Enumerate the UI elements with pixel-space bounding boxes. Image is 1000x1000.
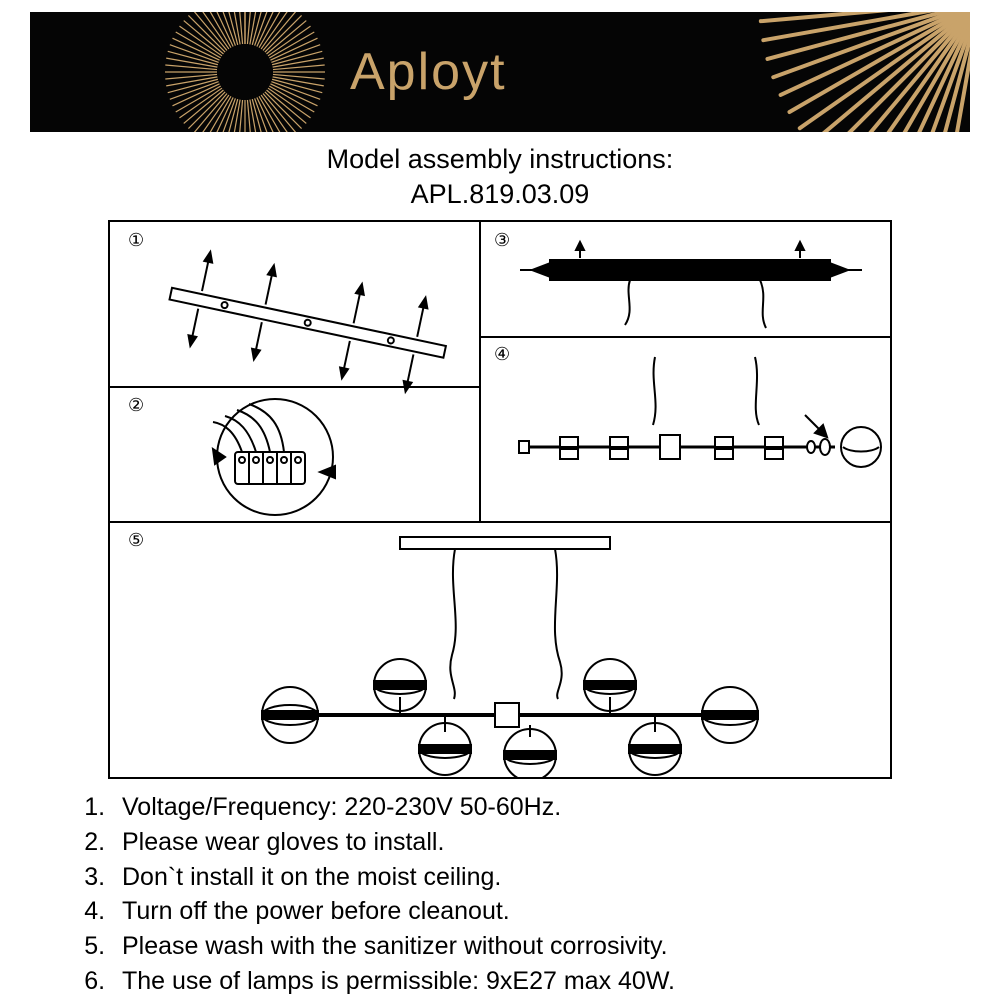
step-5-label: ⑤ [128,530,144,551]
page: Aployt Model assembly instructions: APL.… [0,0,1000,1000]
heading-line2: APL.819.03.09 [327,177,674,212]
heading-line1: Model assembly instructions: [327,142,674,177]
brand-banner: Aployt [30,12,970,132]
heading: Model assembly instructions: APL.819.03.… [327,142,674,212]
step-2-label: ② [128,395,144,416]
instruction-item: Turn off the power before cleanout. [112,895,930,929]
instruction-item: Don`t install it on the moist ceiling. [112,861,930,895]
fan-icon [680,12,970,132]
instruction-item: Please wear gloves to install. [112,826,930,860]
instruction-item: Please wash with the sanitizer without c… [112,930,930,964]
assembly-diagram: ① ② ③ ④ ⑤ [108,220,892,779]
step-3-label: ③ [494,230,510,251]
instruction-item: Voltage/Frequency: 220-230V 50-60Hz. [112,791,930,825]
brand-name: Aployt [350,42,507,102]
instruction-item: The use of lamps is permissible: 9xE27 m… [112,965,930,999]
step-4-label: ④ [494,344,510,365]
step-1-label: ① [128,230,144,251]
sun-icon [160,12,330,132]
instructions-list: Voltage/Frequency: 220-230V 50-60Hz. Ple… [70,791,930,1000]
diagram-svg [110,222,890,777]
